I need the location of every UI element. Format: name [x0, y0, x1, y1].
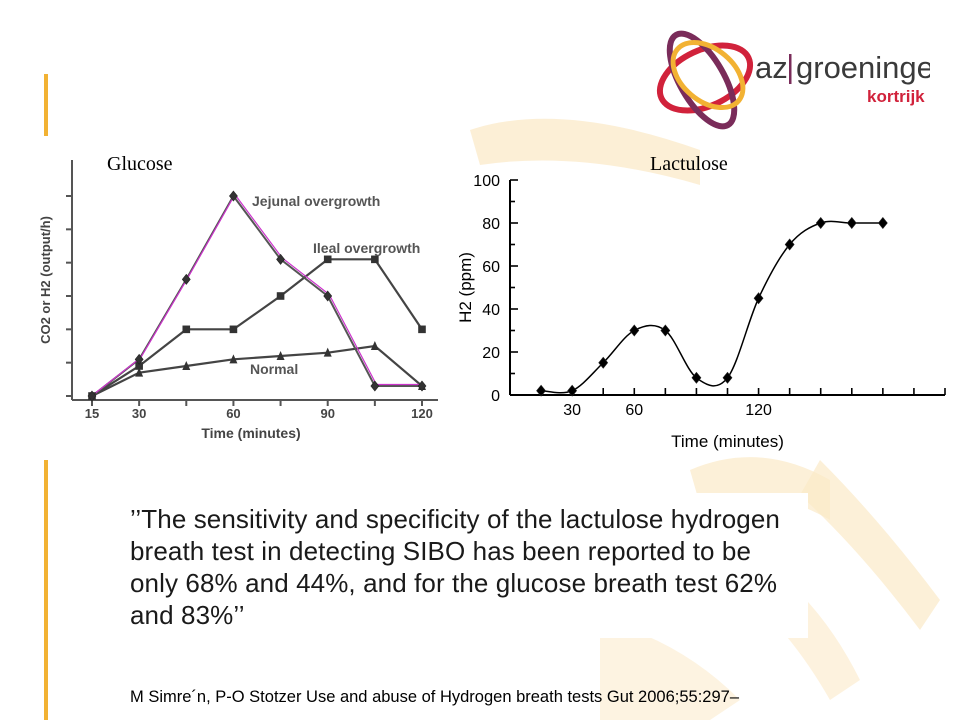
lactulose-data-point [660, 324, 671, 337]
left-accent-bar-top [44, 74, 48, 136]
glucose-y-axis-label: CO2 or H2 (output/h) [38, 216, 53, 344]
glucose-data-point [135, 367, 144, 377]
citation: M Simre´n, P-O Stotzer Use and abuse of … [130, 688, 739, 706]
glucose-series-line [91, 344, 423, 397]
logo-name-az: az [755, 50, 788, 85]
lactulose-data-point [722, 371, 733, 384]
glucose-markers [87, 190, 427, 402]
lactulose-y-tick-label: 80 [482, 216, 500, 233]
logo-ring-orange [670, 39, 746, 111]
lactulose-series-line [541, 220, 883, 394]
lactulose-x-tick-label: 30 [563, 402, 581, 419]
lactulose-y-axis-label: H2 (ppm) [456, 252, 475, 323]
glucose-x-tick-label: 15 [85, 406, 99, 421]
lactulose-data-point [691, 371, 702, 384]
glucose-data-point [276, 351, 285, 360]
glucose-series-label: Jejunal overgrowth [252, 193, 380, 209]
lactulose-chart-title: Lactulose [650, 153, 728, 175]
glucose-axes [66, 160, 438, 406]
glucose-series-jejunal-highlight [93, 193, 424, 395]
glucose-data-point [371, 255, 379, 264]
lactulose-axes [509, 179, 946, 396]
lactulose-data-point [598, 356, 609, 369]
glucose-data-point [418, 325, 426, 334]
lactulose-labels: 0 20 40 60 80 100 30 60 120 Time (minutes) H2 (ppm… [456, 173, 784, 451]
glucose-data-point [182, 325, 191, 334]
glucose-x-tick-label: 120 [411, 406, 433, 421]
lactulose-data-point [536, 384, 546, 397]
lactulose-data-point [846, 217, 857, 229]
glucose-series-label: Normal [250, 361, 298, 377]
lactulose-y-tick-label: 20 [482, 345, 500, 362]
glucose-data-point [323, 255, 332, 264]
glucose-x-tick-label: 30 [132, 406, 146, 421]
glucose-data-point [229, 325, 238, 334]
glucose-data-point [323, 290, 333, 302]
lactulose-series-lines [541, 220, 883, 394]
lactulose-x-tick-label: 120 [745, 402, 772, 419]
logo-name-groeninge: groeninge [796, 50, 930, 85]
quote-box: ’’The sensitivity and specificity of the… [118, 493, 808, 638]
azgroeninge-logo: az groeninge kortrijk [656, 30, 930, 130]
logo-ring-red [656, 42, 754, 114]
glucose-data-point [135, 362, 143, 370]
glucose-series-label: Ileal overgrowth [313, 240, 420, 256]
glucose-data-point [182, 361, 191, 370]
lactulose-markers [536, 217, 888, 397]
lactulose-x-axis-label: Time (minutes) [671, 432, 784, 451]
glucose-data-point [87, 390, 97, 402]
logo-subtitle: kortrijk [867, 87, 925, 106]
glucose-data-point [370, 341, 379, 350]
logo-divider [789, 54, 792, 84]
lactulose-data-point [753, 292, 764, 305]
lactulose-x-tick-label: 60 [625, 402, 643, 419]
glucose-chart: 15 30 60 90 120 Time (minutes) CO2 or H2 (outp… [38, 160, 438, 441]
glucose-data-point [417, 380, 427, 392]
lactulose-data-point [815, 217, 826, 229]
glucose-data-point [181, 273, 191, 285]
lactulose-y-tick-label: 100 [473, 173, 500, 190]
quote-text: ’’The sensitivity and specificity of the… [130, 504, 780, 630]
glucose-data-point [229, 190, 238, 202]
logo-ring-purple [666, 30, 738, 130]
glucose-data-point [323, 347, 332, 357]
glucose-data-point [134, 353, 144, 365]
glucose-x-axis-label: Time (minutes) [201, 425, 300, 441]
lactulose-chart: 0 20 40 60 80 100 30 60 120 Time (minutes) H2 (ppm… [456, 173, 946, 451]
glucose-data-point [276, 292, 285, 300]
lactulose-y-tick-label: 60 [482, 259, 500, 276]
lactulose-y-tick-label: 0 [491, 388, 500, 405]
glucose-chart-title: Glucose [107, 153, 173, 175]
lactulose-data-point [567, 384, 578, 397]
glucose-labels: 15 30 60 90 120 Time (minutes) CO2 or H2 (outp… [38, 193, 433, 441]
left-accent-bar-bottom [44, 460, 48, 720]
glucose-series-lines [91, 193, 424, 397]
lactulose-y-tick-label: 40 [482, 302, 500, 319]
glucose-series-line [91, 258, 423, 397]
lactulose-data-point [784, 238, 795, 251]
lactulose-data-point [877, 217, 888, 229]
glucose-x-tick-label: 60 [226, 406, 240, 421]
lactulose-data-point [629, 324, 640, 337]
glucose-x-tick-label: 90 [320, 406, 334, 421]
glucose-data-point [276, 253, 285, 265]
glucose-data-point [370, 380, 380, 392]
glucose-data-point [229, 354, 238, 364]
